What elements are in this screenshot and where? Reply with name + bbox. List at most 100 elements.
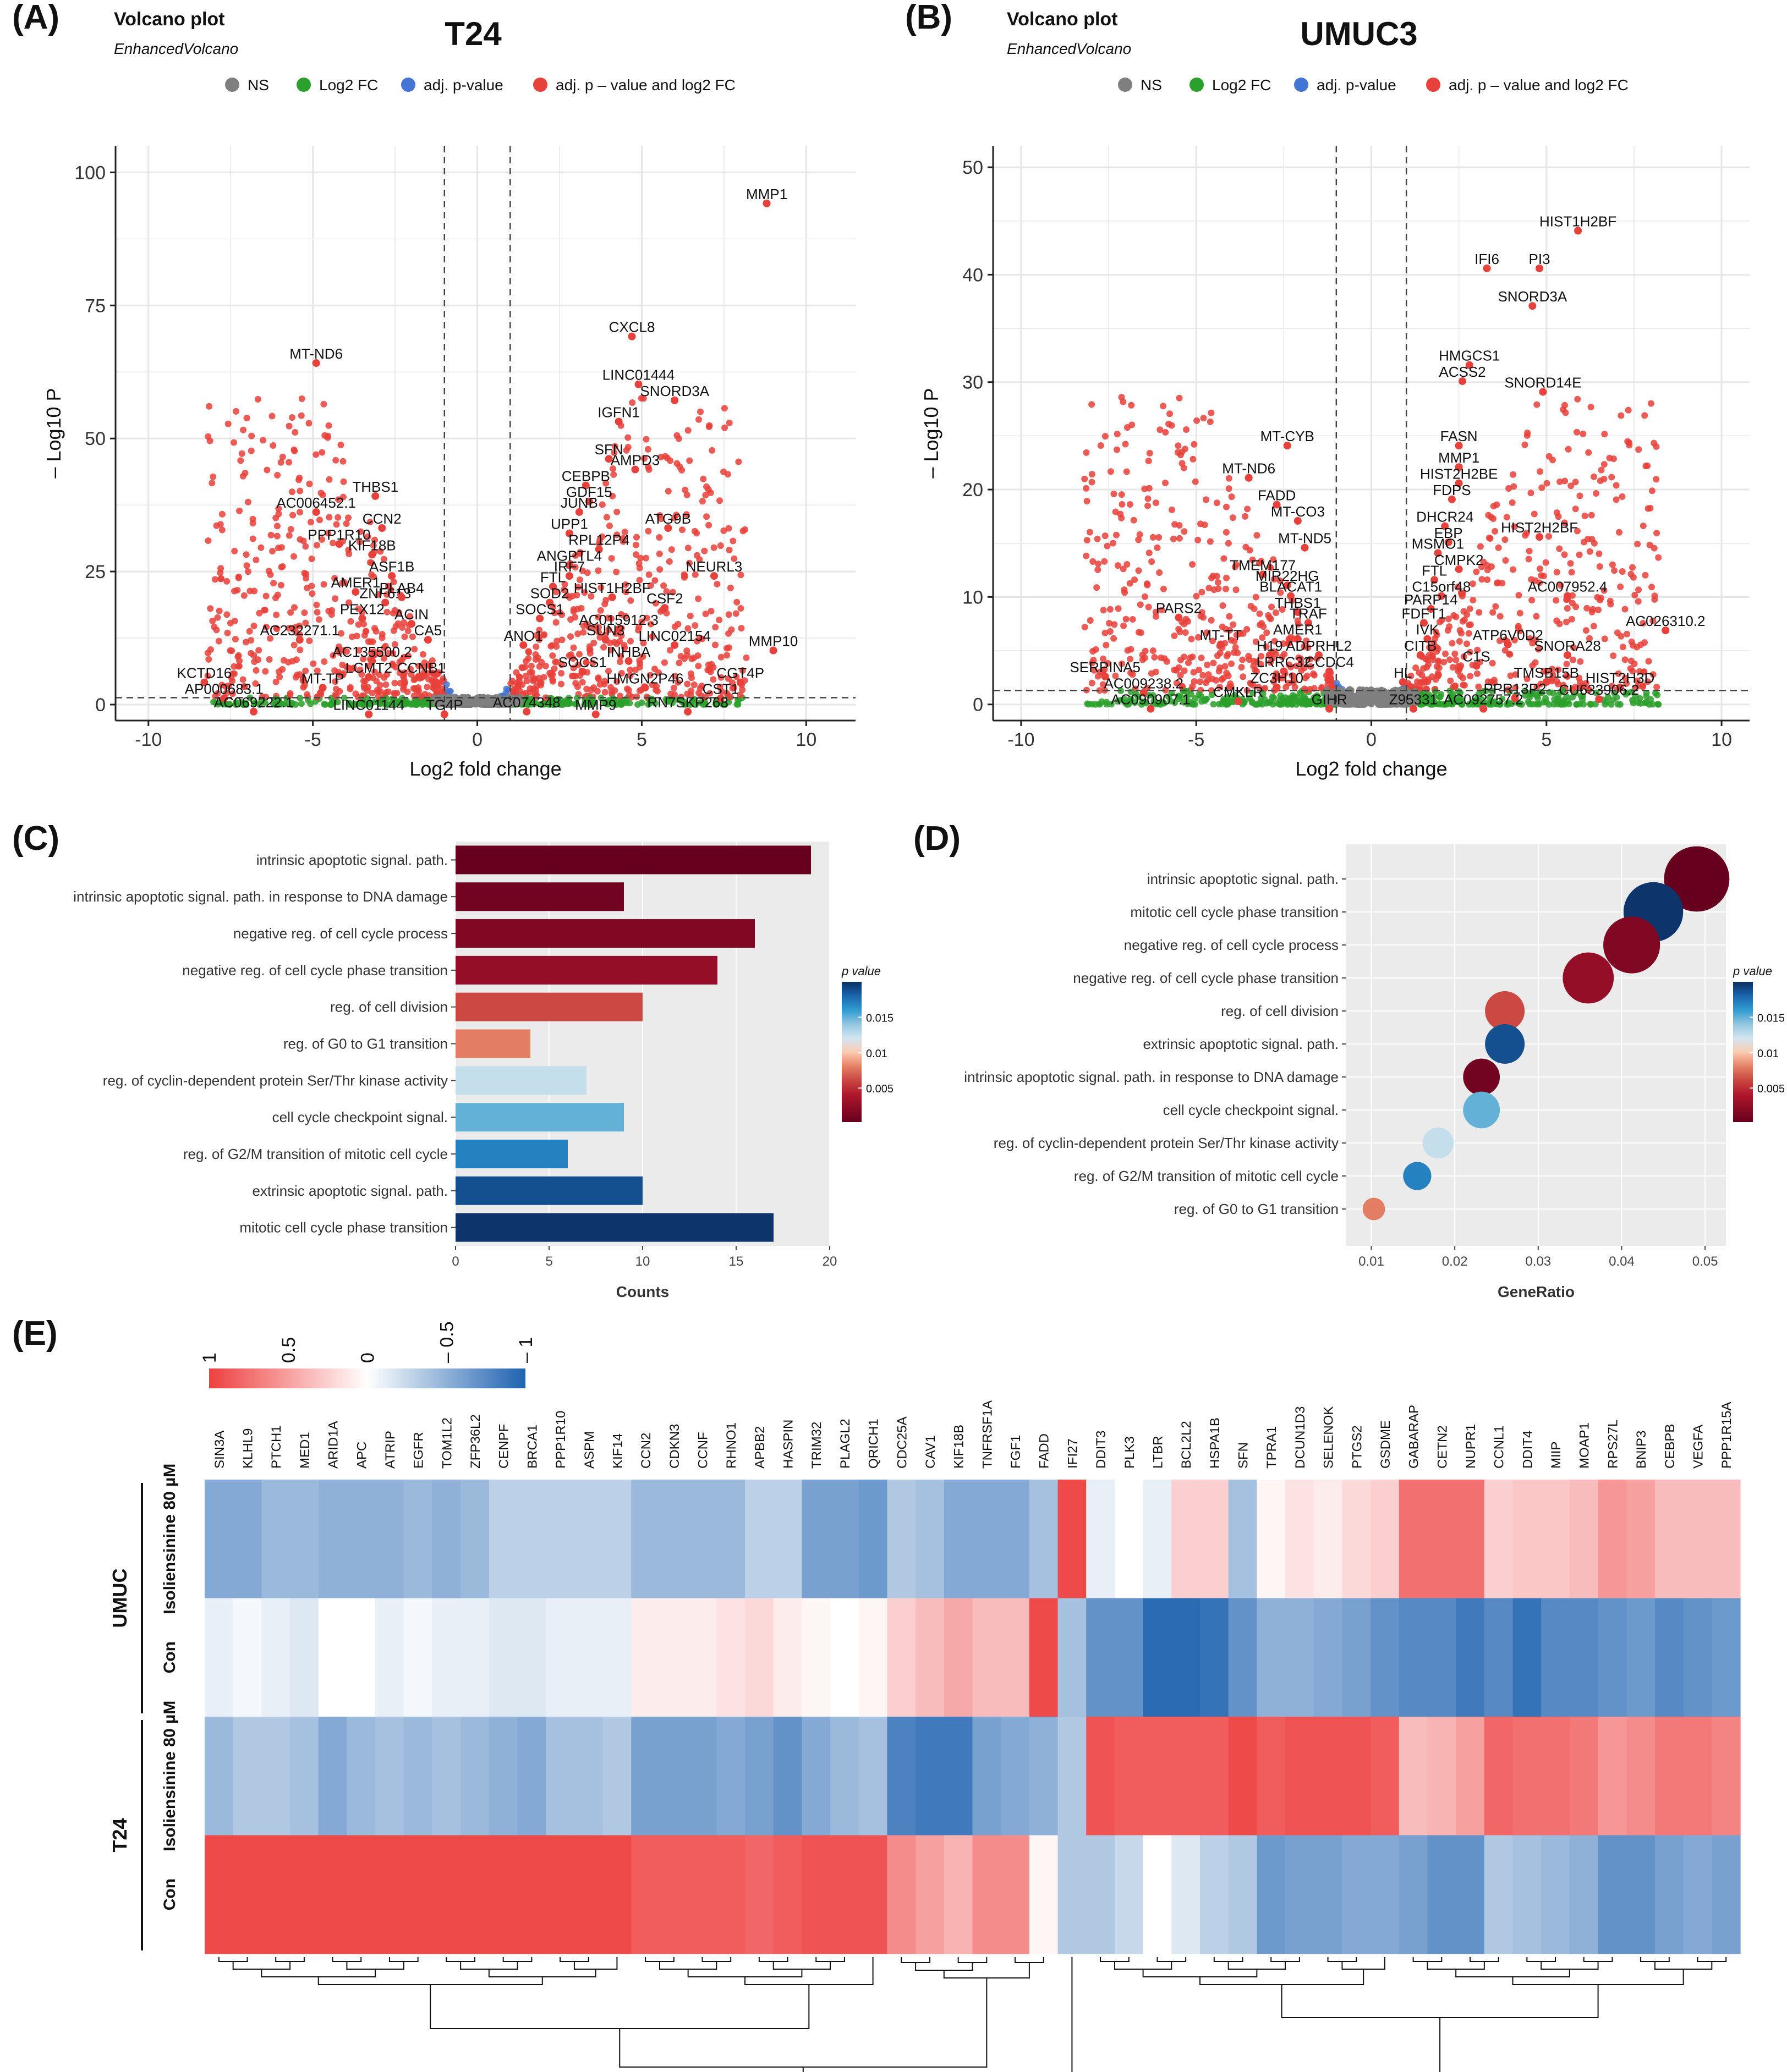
category-label: intrinsic apoptotic signal. path. [256,851,448,868]
data-point [1587,404,1594,410]
data-point [270,580,277,587]
data-point [1223,503,1230,510]
data-point [240,592,248,599]
data-point [396,669,403,677]
data-point [697,699,704,706]
colorbar-tick-label: 0.015 [1757,1012,1785,1024]
x-axis-title: Counts [616,1283,669,1300]
data-point [657,515,665,523]
gene-label: KIF18B [348,537,396,553]
category-label: negative reg. of cell cycle phase transi… [1073,970,1339,986]
gene-label: PI3 [1529,251,1550,267]
data-point [288,488,295,496]
data-point [621,644,628,651]
data-point [227,647,234,654]
data-point [376,649,383,656]
dendrogram-branch [915,1963,973,1971]
data-point [738,625,745,632]
data-point [352,690,359,697]
data-point [633,534,640,541]
data-point [608,555,615,562]
legend-marker [401,78,415,92]
data-point [699,635,706,642]
data-point [666,647,673,654]
data-point [1510,566,1516,573]
gene-column-label: BRCA1 [525,1425,540,1469]
gene-label: LRRC32 [1256,653,1311,670]
data-point [1460,681,1467,689]
heatmap-cell [1569,1835,1599,1954]
heatmap-cell [1001,1480,1030,1599]
data-point [336,688,343,695]
data-point [568,673,575,680]
heatmap-cell [1001,1835,1030,1954]
data-point [1432,676,1439,683]
data-point [242,470,249,476]
data-point [410,677,418,684]
data-point [702,492,709,499]
data-point [695,662,702,669]
data-point [1219,602,1226,609]
colorbar-tick-label: 0.01 [866,1048,887,1060]
data-point [645,571,653,578]
data-point [223,611,231,618]
bar [456,845,811,875]
heatmap-cell [1199,1717,1229,1836]
data-point [308,556,315,562]
data-point [1506,651,1513,658]
data-point [1088,471,1095,478]
data-point [727,584,734,591]
data-point [1210,701,1217,708]
data-point [1476,609,1483,616]
gene-label: CXCL8 [609,319,655,336]
data-point [255,656,262,663]
data-point [236,657,243,664]
heatmap-cell [1399,1835,1428,1954]
data-point [405,652,412,659]
data-point [297,487,304,494]
data-point [660,582,667,589]
data-point [235,652,242,659]
data-point [236,507,243,514]
data-point [381,644,388,651]
heatmap-cell [1228,1717,1257,1836]
data-point [339,493,347,501]
data-point [1137,601,1144,608]
data-point [1088,479,1095,486]
data-point [1531,510,1538,518]
data-point [1204,677,1211,684]
data-point [1166,410,1173,417]
data-point [610,465,617,472]
data-point [602,597,610,603]
y-tick-label: 100 [74,162,106,183]
data-point [633,551,640,558]
x-tick-label: 0.02 [1442,1254,1468,1269]
bar [456,1213,774,1242]
data-point [1119,501,1126,508]
heatmap-cell [1001,1598,1030,1717]
data-point [1611,567,1618,574]
data-point [1257,622,1263,629]
heatmap-cell [688,1717,717,1836]
data-point [382,681,390,688]
data-point [334,699,341,706]
dendrogram-branch [772,1961,831,1970]
data-point [297,509,303,516]
gene-label: LINC01144 [333,697,404,713]
data-point [712,624,719,631]
data-point [1311,672,1318,679]
heatmap-cell [944,1717,973,1836]
data-point [675,679,682,686]
data-point [361,701,368,708]
heatmap-cell [318,1835,348,1954]
data-point [1145,458,1152,465]
heatmap-cell [1456,1835,1485,1954]
data-point [697,408,704,415]
gene-label: H19 [1257,637,1283,654]
dot [1485,1024,1525,1064]
data-point [1197,678,1204,685]
data-point [409,633,416,640]
dendrogram-branch [275,1957,305,1962]
data-point [699,498,706,505]
data-point [1101,558,1108,565]
